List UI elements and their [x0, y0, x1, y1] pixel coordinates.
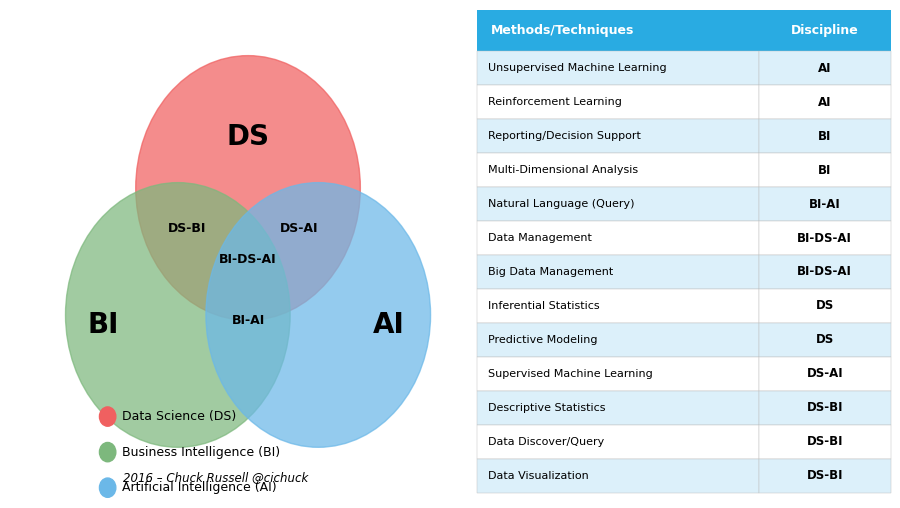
Text: Business Intelligence (BI): Business Intelligence (BI)	[122, 446, 280, 459]
Text: Data Science (DS): Data Science (DS)	[122, 410, 236, 423]
Text: Descriptive Statistics: Descriptive Statistics	[489, 403, 606, 413]
Text: AI: AI	[373, 311, 404, 339]
Text: BI-DS-AI: BI-DS-AI	[797, 232, 852, 244]
Bar	[759, 391, 891, 425]
Text: Reinforcement Learning: Reinforcement Learning	[489, 97, 622, 107]
Text: BI: BI	[818, 164, 832, 177]
Ellipse shape	[66, 182, 290, 448]
Ellipse shape	[99, 407, 116, 426]
Bar	[759, 153, 891, 187]
Text: DS-AI: DS-AI	[806, 367, 843, 380]
Bar	[477, 153, 759, 187]
Text: Multi-Dimensional Analysis: Multi-Dimensional Analysis	[489, 165, 638, 175]
Bar	[477, 289, 759, 323]
Ellipse shape	[136, 55, 360, 321]
Text: Predictive Modeling: Predictive Modeling	[489, 335, 598, 345]
Bar	[477, 255, 759, 289]
Text: Inferential Statistics: Inferential Statistics	[489, 301, 600, 311]
Bar	[477, 323, 759, 357]
Text: DS: DS	[227, 123, 269, 151]
Text: BI: BI	[87, 311, 119, 339]
Ellipse shape	[99, 478, 116, 497]
Bar	[759, 289, 891, 323]
Bar	[759, 323, 891, 357]
Text: 2016 – Chuck Russell @cichuck: 2016 – Chuck Russell @cichuck	[122, 471, 308, 484]
Text: Discipline: Discipline	[791, 24, 859, 37]
Text: Data Discover/Query: Data Discover/Query	[489, 437, 605, 447]
Text: BI: BI	[818, 130, 832, 143]
Text: Data Management: Data Management	[489, 233, 592, 243]
Bar	[477, 459, 759, 493]
Bar	[477, 119, 759, 153]
Ellipse shape	[206, 182, 430, 448]
Text: Reporting/Decision Support: Reporting/Decision Support	[489, 131, 641, 141]
Text: DS: DS	[815, 299, 834, 312]
Text: DS-BI: DS-BI	[168, 222, 206, 235]
Bar	[759, 459, 891, 493]
Bar	[759, 425, 891, 459]
Bar	[759, 221, 891, 255]
Bar	[477, 357, 759, 391]
Text: DS-BI: DS-BI	[806, 469, 843, 482]
Text: BI-DS-AI: BI-DS-AI	[220, 252, 277, 266]
Bar	[759, 51, 891, 85]
Text: BI-DS-AI: BI-DS-AI	[797, 266, 852, 278]
Bar	[477, 187, 759, 221]
Bar	[759, 187, 891, 221]
Bar	[759, 255, 891, 289]
Bar	[759, 119, 891, 153]
Bar	[477, 425, 759, 459]
Text: Natural Language (Query): Natural Language (Query)	[489, 199, 634, 209]
Bar	[477, 85, 759, 119]
Text: Methods/Techniques: Methods/Techniques	[491, 24, 634, 37]
Bar	[477, 51, 759, 85]
Bar	[477, 10, 759, 51]
Text: Supervised Machine Learning: Supervised Machine Learning	[489, 369, 653, 379]
Text: Data Visualization: Data Visualization	[489, 471, 589, 481]
Ellipse shape	[99, 442, 116, 462]
Text: AI: AI	[818, 96, 832, 109]
Text: DS: DS	[815, 333, 834, 346]
Text: DS-BI: DS-BI	[806, 435, 843, 448]
Bar	[759, 85, 891, 119]
Text: Big Data Management: Big Data Management	[489, 267, 614, 277]
Bar	[759, 10, 891, 51]
Text: Artificial Intelligence (AI): Artificial Intelligence (AI)	[122, 481, 276, 494]
Text: DS-AI: DS-AI	[280, 222, 319, 235]
Bar	[477, 221, 759, 255]
Text: Unsupervised Machine Learning: Unsupervised Machine Learning	[489, 63, 667, 73]
Text: BI-AI: BI-AI	[809, 198, 841, 210]
Text: DS-BI: DS-BI	[806, 401, 843, 415]
Text: BI-AI: BI-AI	[231, 313, 265, 327]
Bar	[477, 391, 759, 425]
Bar	[759, 357, 891, 391]
Text: AI: AI	[818, 61, 832, 75]
